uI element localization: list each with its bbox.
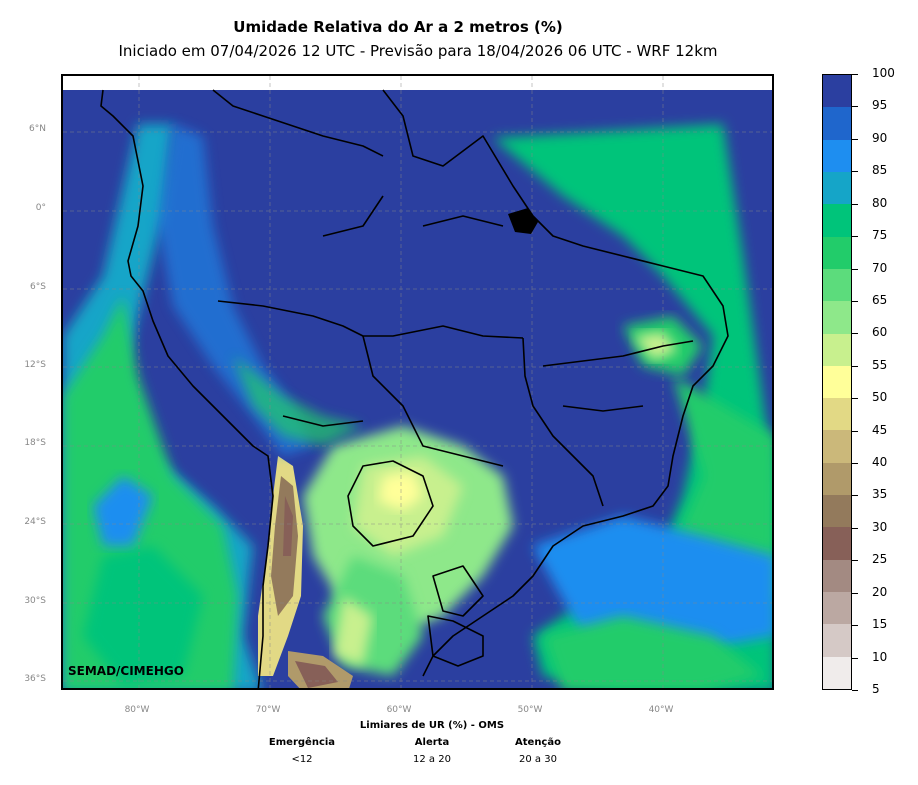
lon-label: 50°W bbox=[517, 705, 543, 715]
colorbar-segment bbox=[823, 301, 851, 334]
colorbar-tick bbox=[852, 657, 858, 659]
colorbar-tick bbox=[852, 333, 858, 335]
threshold-atencao: Atenção 20 a 30 bbox=[488, 737, 588, 765]
threshold-value: <12 bbox=[291, 754, 313, 765]
colorbar-label: 15 bbox=[872, 617, 888, 632]
colorbar-label: 100 bbox=[872, 66, 895, 80]
threshold-value: 12 a 20 bbox=[413, 754, 451, 765]
lat-label: 36°S bbox=[24, 674, 46, 684]
colorbar-label: 40 bbox=[872, 455, 888, 470]
threshold-name: Atenção bbox=[515, 737, 561, 748]
colorbar-tick bbox=[852, 592, 858, 594]
lat-label: 24°S bbox=[24, 517, 46, 527]
colorbar-segment bbox=[823, 398, 851, 431]
colorbar bbox=[822, 74, 852, 690]
colorbar-segment bbox=[823, 559, 851, 592]
colorbar-tick bbox=[852, 690, 858, 691]
colorbar-segment bbox=[823, 236, 851, 269]
colorbar-label: 50 bbox=[872, 390, 888, 405]
colorbar-segment bbox=[823, 107, 851, 140]
colorbar-label: 20 bbox=[872, 584, 888, 599]
colorbar-label: 95 bbox=[872, 98, 888, 113]
colorbar-segment bbox=[823, 268, 851, 302]
colorbar-label: 65 bbox=[872, 292, 888, 307]
lon-label: 60°W bbox=[386, 705, 412, 715]
colorbar-segment bbox=[823, 171, 851, 205]
threshold-name: Emergência bbox=[268, 737, 336, 748]
colorbar-segment bbox=[823, 656, 851, 689]
colorbar-tick bbox=[852, 560, 858, 562]
colorbar-segment bbox=[823, 333, 851, 366]
colorbar-label: 5 bbox=[872, 682, 880, 696]
colorbar-label: 85 bbox=[872, 163, 888, 178]
colorbar-tick bbox=[852, 138, 858, 140]
lat-label: 6°N bbox=[29, 124, 46, 134]
colorbar-tick bbox=[852, 203, 858, 205]
colorbar-segment bbox=[823, 624, 851, 657]
colorbar-tick bbox=[852, 106, 858, 108]
colorbar-label: 35 bbox=[872, 487, 888, 502]
colorbar-tick bbox=[852, 268, 858, 270]
colorbar-tick bbox=[852, 495, 858, 497]
colorbar-tick bbox=[852, 300, 858, 302]
colorbar-segment bbox=[823, 495, 851, 528]
threshold-value: 20 a 30 bbox=[519, 754, 557, 765]
lon-label: 70°W bbox=[255, 705, 281, 715]
lon-label: 40°W bbox=[648, 705, 674, 715]
lat-label: 18°S bbox=[24, 438, 46, 448]
colorbar-segment bbox=[823, 139, 851, 172]
colorbar-tick bbox=[852, 74, 858, 75]
threshold-alerta: Alerta 12 a 20 bbox=[382, 737, 482, 765]
lat-label: 12°S bbox=[24, 360, 46, 370]
lon-label: 80°W bbox=[124, 705, 150, 715]
colorbar-label: 70 bbox=[872, 260, 888, 275]
thresholds-title: Limiares de UR (%) - OMS bbox=[359, 720, 505, 731]
colorbar-label: 75 bbox=[872, 228, 888, 243]
colorbar-tick bbox=[852, 625, 858, 627]
colorbar-label: 80 bbox=[872, 195, 888, 210]
colorbar-label: 45 bbox=[872, 422, 888, 437]
colorbar-tick bbox=[852, 430, 858, 432]
colorbar-segment bbox=[823, 527, 851, 560]
colorbar-segment bbox=[823, 462, 851, 496]
colorbar-tick bbox=[852, 398, 858, 400]
colorbar-label: 55 bbox=[872, 357, 888, 372]
colorbar-segment bbox=[823, 430, 851, 463]
colorbar-label: 10 bbox=[872, 649, 888, 664]
credit-label: SEMAD/CIMEHGO bbox=[68, 664, 184, 678]
lat-label: 30°S bbox=[24, 596, 46, 606]
colorbar-segment bbox=[823, 365, 851, 399]
colorbar-label: 90 bbox=[872, 130, 888, 145]
humidity-map bbox=[61, 74, 774, 690]
colorbar-tick bbox=[852, 171, 858, 173]
lat-label: 0° bbox=[35, 203, 46, 213]
colorbar-tick bbox=[852, 236, 858, 238]
threshold-emergencia: Emergência <12 bbox=[252, 737, 352, 765]
colorbar-tick bbox=[852, 527, 858, 529]
lat-label: 6°S bbox=[30, 282, 46, 292]
map-title: Umidade Relativa do Ar a 2 metros (%) bbox=[233, 18, 563, 36]
colorbar-segment bbox=[823, 75, 851, 108]
colorbar-label: 60 bbox=[872, 325, 888, 340]
colorbar-tick bbox=[852, 463, 858, 465]
colorbar-label: 25 bbox=[872, 552, 888, 567]
colorbar-segment bbox=[823, 204, 851, 237]
threshold-name: Alerta bbox=[414, 737, 450, 748]
colorbar-segment bbox=[823, 592, 851, 625]
colorbar-label: 30 bbox=[872, 519, 888, 534]
map-subtitle: Iniciado em 07/04/2026 12 UTC - Previsão… bbox=[118, 42, 718, 60]
colorbar-tick bbox=[852, 365, 858, 367]
humidity-field-drawing bbox=[63, 76, 772, 688]
